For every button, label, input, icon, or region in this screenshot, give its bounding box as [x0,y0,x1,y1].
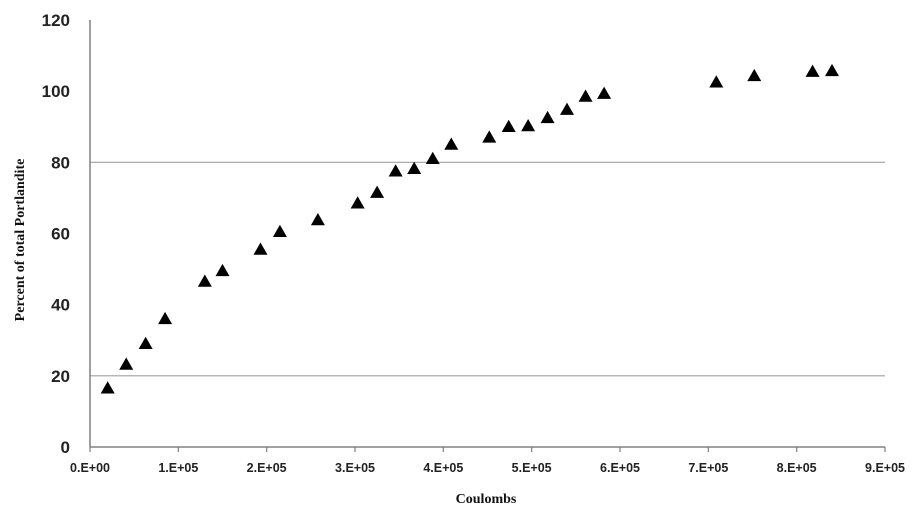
x-tick-label: 4.E+05 [423,461,463,475]
data-point [597,86,612,99]
y-axis-label: Percent of total Portlandite [13,159,28,322]
data-point [215,263,230,277]
y-tick-label: 60 [51,225,70,244]
x-tick-label: 7.E+05 [688,461,728,475]
x-tick-label: 9.E+05 [865,461,905,475]
data-point [158,311,173,325]
x-tick-labels: 0.E+00 1.E+05 2.E+05 3.E+05 4.E+05 5.E+05 6.E+… [70,447,905,475]
x-tick-label: 2.E+05 [247,461,287,475]
x-tick-label: 8.E+05 [777,461,817,475]
y-tick-label: 20 [51,367,70,386]
grid-lines [90,161,885,377]
x-tick-label: 6.E+05 [600,461,640,475]
x-axis-label: Coulombs [456,492,517,507]
data-point [272,224,287,237]
x-tick-label: 5.E+05 [512,461,552,475]
y-tick-label: 0 [61,438,70,457]
data-point [310,212,325,226]
data-point [370,185,385,198]
data-point [560,102,574,115]
data-point [388,164,403,177]
x-tick-label: 1.E+05 [158,461,198,475]
data-point [119,357,134,370]
data-point [350,196,365,209]
data-point [197,274,212,287]
data-point [501,119,516,132]
data-points [100,63,839,394]
y-tick-label: 100 [42,82,70,101]
data-point [540,110,555,124]
data-point [444,137,459,150]
x-tick-label: 3.E+05 [335,461,375,475]
y-tick-labels: 0 20 40 60 80 100 120 [42,11,70,457]
x-tick-label: 0.E+00 [70,461,110,475]
data-point [100,381,115,394]
data-point [425,151,440,165]
data-point [138,336,153,350]
data-point [709,75,724,88]
data-point [521,119,536,132]
y-tick-label: 40 [51,296,70,315]
data-point [747,68,762,82]
data-point [407,161,422,174]
data-point [825,63,839,77]
data-point [482,130,497,143]
data-point [253,242,268,255]
data-point [578,89,593,102]
y-tick-label: 80 [51,153,70,172]
data-point [805,64,820,77]
y-tick-label: 120 [42,11,70,30]
